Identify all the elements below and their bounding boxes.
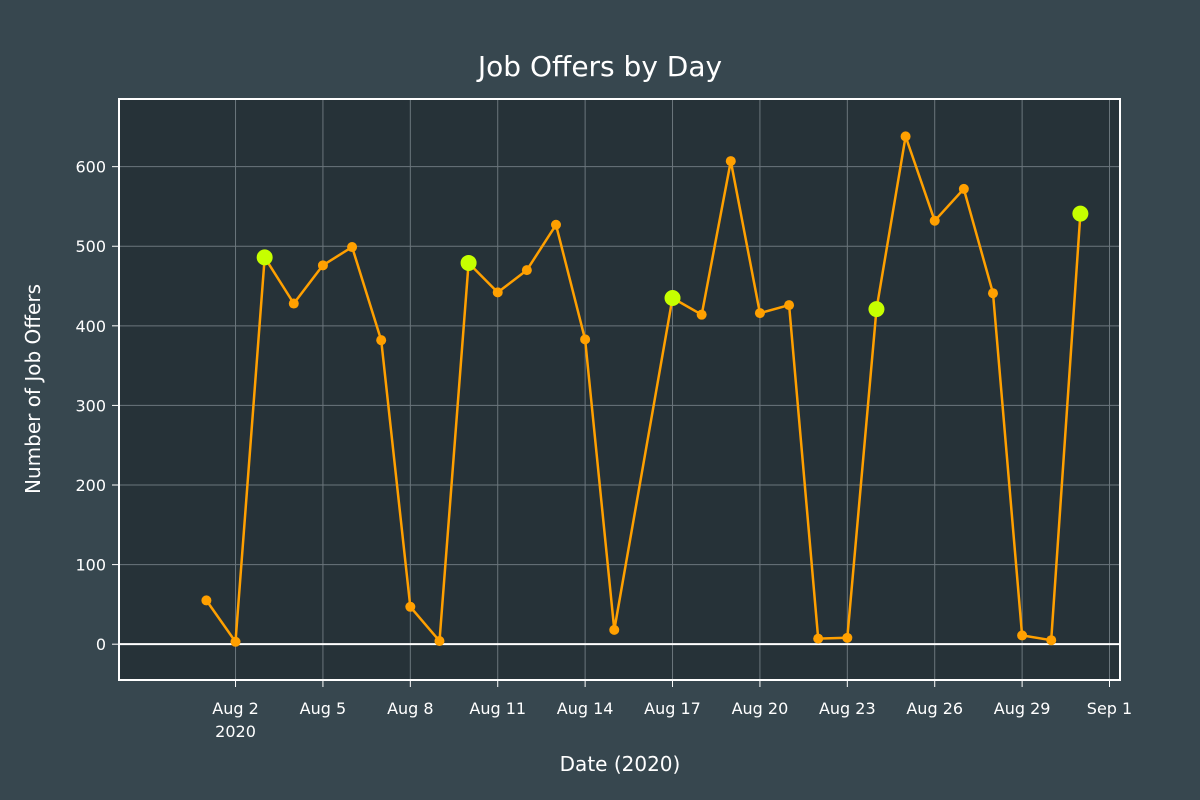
x-axis-title: Date (2020) [560, 752, 681, 776]
plot-area [119, 99, 1120, 680]
plot-border [118, 98, 1121, 681]
data-point[interactable] [288, 298, 299, 309]
y-tick-label: 400 [75, 317, 106, 336]
data-point[interactable] [784, 300, 795, 311]
data-point[interactable] [434, 636, 445, 647]
y-axis-ticks: 0 100 200 300 400 500 600 [75, 158, 119, 654]
y-tick-label: 0 [96, 635, 106, 654]
x-tick-label: Aug 29 [994, 699, 1051, 718]
data-point[interactable] [521, 265, 532, 276]
data-point[interactable] [317, 260, 328, 271]
y-tick-label: 200 [75, 476, 106, 495]
data-point[interactable] [987, 288, 998, 299]
data-point[interactable] [1017, 630, 1028, 641]
x-tick-label: Aug 26 [906, 699, 963, 718]
data-point[interactable] [958, 183, 969, 194]
data-point[interactable] [1046, 635, 1057, 646]
x-tick-label: Aug 23 [819, 699, 876, 718]
data-point[interactable] [696, 309, 707, 320]
x-axis-ticks: Aug 2 2020 Aug 5 Aug 8 Aug 11 Aug 14 Aug 17 Aug… [212, 680, 1132, 741]
x-tick-sublabel: 2020 [215, 722, 256, 741]
highlight-point[interactable] [868, 301, 885, 318]
x-tick-label: Aug 8 [387, 699, 434, 718]
data-point[interactable] [405, 601, 416, 612]
y-tick-label: 500 [75, 237, 106, 256]
y-tick-label: 600 [75, 158, 106, 177]
x-tick-label: Sep 1 [1087, 699, 1132, 718]
data-point[interactable] [754, 308, 765, 319]
data-point[interactable] [929, 215, 940, 226]
data-point[interactable] [550, 219, 561, 230]
highlight-point[interactable] [256, 249, 273, 266]
y-axis-title: Number of Job Offers [21, 284, 45, 494]
data-point[interactable] [492, 287, 503, 298]
y-tick-label: 300 [75, 396, 106, 415]
data-point[interactable] [725, 156, 736, 167]
data-point[interactable] [230, 636, 241, 647]
data-point[interactable] [347, 242, 358, 253]
highlight-point[interactable] [460, 254, 477, 271]
data-point[interactable] [201, 595, 212, 606]
x-tick-label: Aug 17 [644, 699, 701, 718]
data-point[interactable] [376, 335, 387, 346]
y-tick-label: 100 [75, 556, 106, 575]
x-tick-label: Aug 20 [732, 699, 789, 718]
highlight-point[interactable] [664, 289, 681, 306]
gridlines [119, 99, 1120, 680]
data-point[interactable] [900, 131, 911, 142]
x-tick-label: Aug 14 [557, 699, 614, 718]
x-tick-label: Aug 11 [469, 699, 526, 718]
data-point[interactable] [842, 632, 853, 643]
highlight-point[interactable] [1072, 205, 1089, 222]
data-point[interactable] [609, 624, 620, 635]
data-point[interactable] [813, 633, 824, 644]
series-line [205, 135, 1082, 644]
series-job-offers [201, 131, 1089, 647]
x-tick-label: Aug 5 [300, 699, 347, 718]
data-point[interactable] [580, 334, 591, 345]
x-tick-label: Aug 2 [212, 699, 259, 718]
chart-title: Job Offers by Day [476, 50, 722, 83]
